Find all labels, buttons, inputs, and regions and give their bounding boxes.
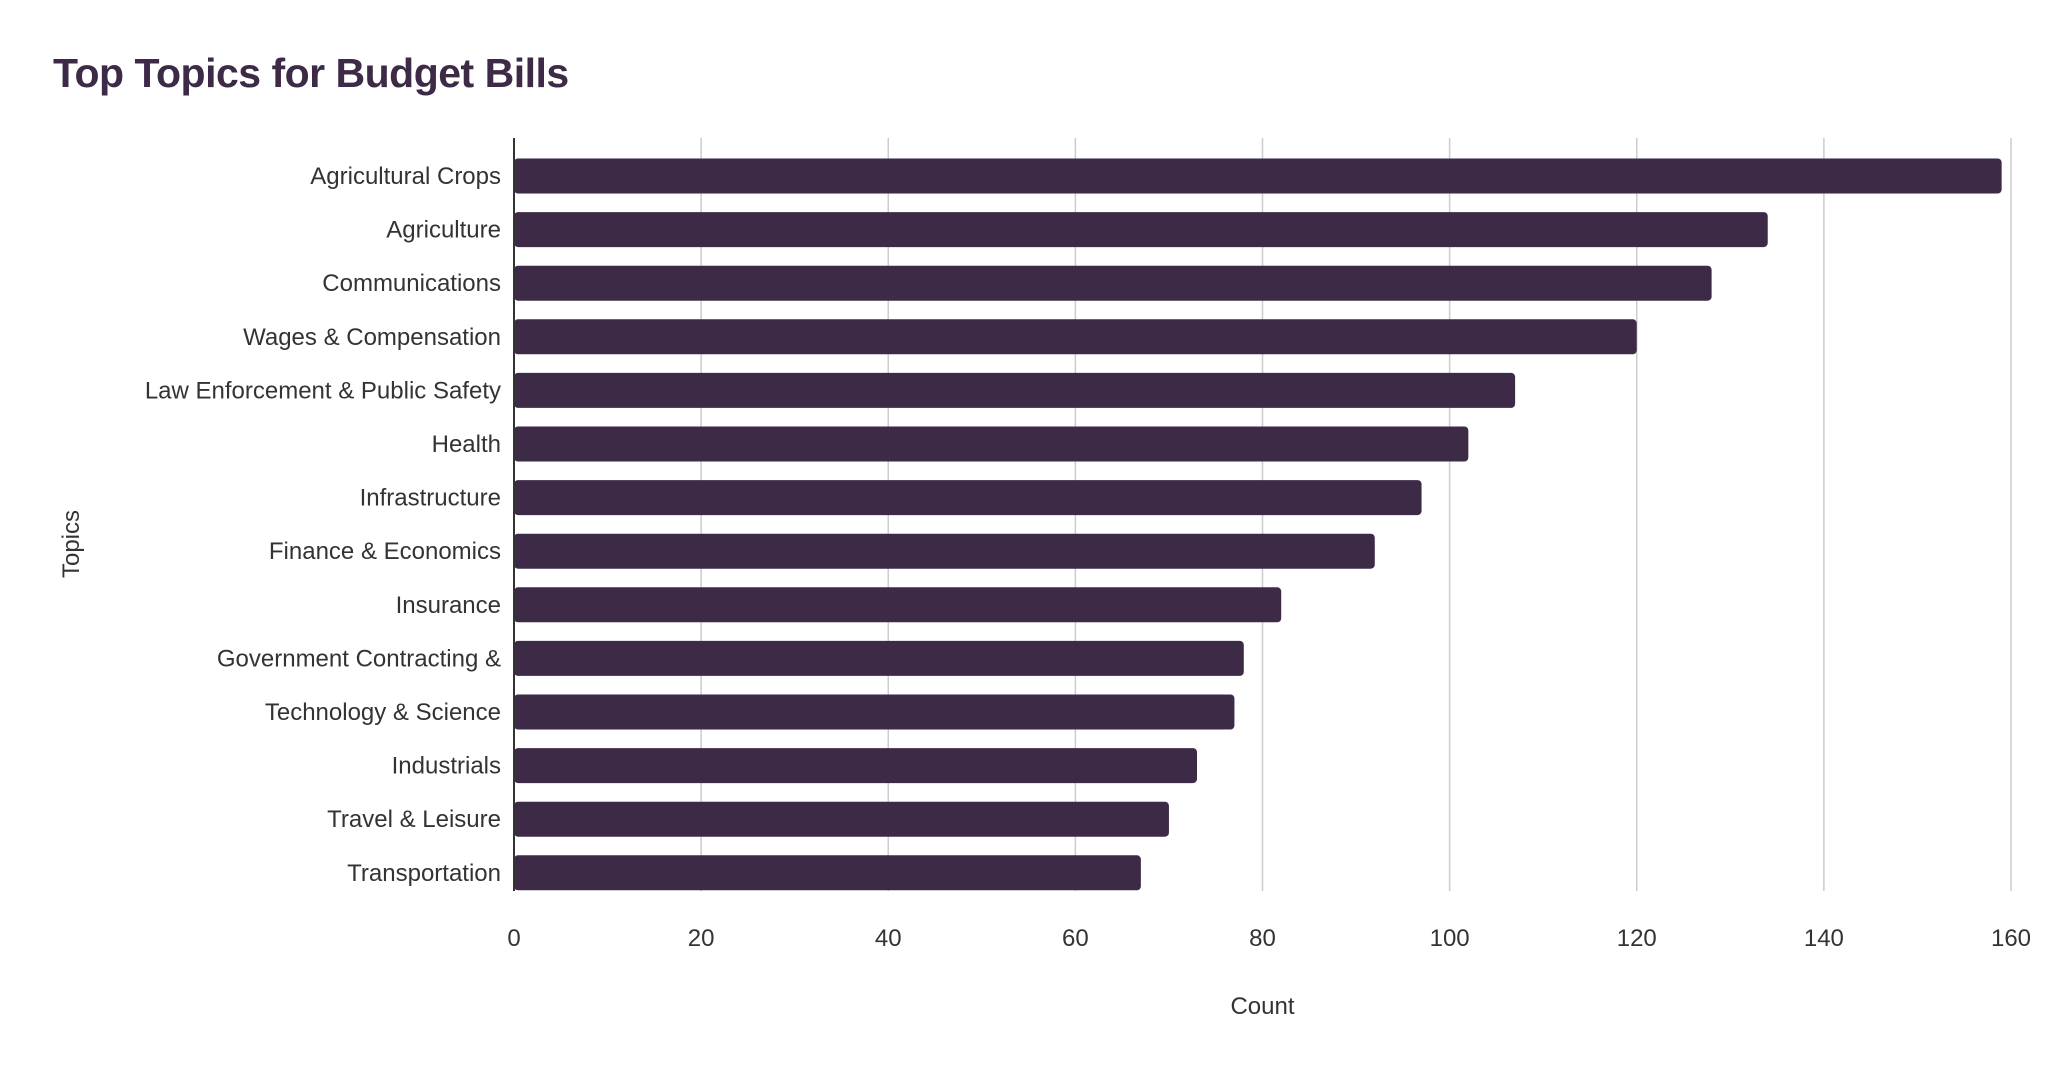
x-tick-label: 60 bbox=[1062, 925, 1089, 952]
bar bbox=[514, 265, 1712, 301]
category-label: Government Contracting & bbox=[217, 645, 501, 672]
category-label: Health bbox=[432, 431, 501, 458]
bar bbox=[514, 855, 1141, 891]
x-tick-label: 160 bbox=[1991, 925, 2031, 952]
x-tick-label: 20 bbox=[688, 925, 715, 952]
category-label: Transportation bbox=[347, 860, 501, 887]
y-axis-title: Topics bbox=[58, 510, 85, 578]
category-label: Agricultural Crops bbox=[310, 163, 501, 190]
x-tick-label: 80 bbox=[1249, 925, 1276, 952]
bar bbox=[514, 748, 1198, 784]
x-axis-title: Count bbox=[1230, 993, 1294, 1020]
category-label: Industrials bbox=[392, 753, 501, 780]
bar bbox=[514, 212, 1768, 248]
category-label: Agriculture bbox=[386, 217, 501, 244]
category-label: Technology & Science bbox=[265, 699, 501, 726]
bar bbox=[514, 640, 1244, 676]
x-tick-label: 40 bbox=[875, 925, 902, 952]
category-label: Law Enforcement & Public Safety bbox=[145, 377, 501, 404]
bar bbox=[514, 801, 1169, 837]
bar bbox=[514, 426, 1469, 462]
x-tick-label: 0 bbox=[507, 925, 520, 952]
bar bbox=[514, 694, 1235, 730]
category-label: Wages & Compensation bbox=[243, 324, 501, 351]
bar bbox=[514, 533, 1375, 569]
category-label: Finance & Economics bbox=[269, 538, 501, 565]
bar bbox=[514, 372, 1516, 408]
bars bbox=[514, 158, 2002, 891]
category-label: Insurance bbox=[396, 592, 501, 619]
category-label: Travel & Leisure bbox=[327, 806, 501, 833]
category-label: Infrastructure bbox=[360, 485, 501, 512]
x-tick-label: 100 bbox=[1430, 925, 1470, 952]
x-tick-label: 140 bbox=[1804, 925, 1844, 952]
bar bbox=[514, 587, 1282, 623]
x-tick-label: 120 bbox=[1617, 925, 1657, 952]
bar bbox=[514, 480, 1422, 516]
bar bbox=[514, 158, 2002, 194]
labels: 0 20 40 60 80 100 120 140 160 Agricultural Crops A… bbox=[58, 163, 2031, 1020]
chart-title: Top Topics for Budget Bills bbox=[53, 50, 569, 96]
category-label: Communications bbox=[322, 270, 501, 297]
bar bbox=[514, 319, 1637, 355]
